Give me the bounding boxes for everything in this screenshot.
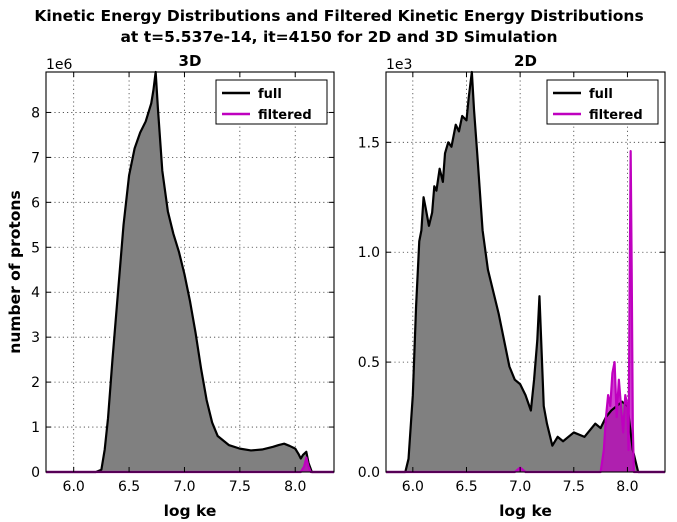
y-tick-label: 8 xyxy=(31,105,40,121)
panel-title: 2D xyxy=(514,52,537,70)
series-line-full xyxy=(46,70,334,474)
y-tick-label: 7 xyxy=(31,150,40,166)
x-tick-label: 7.5 xyxy=(229,479,251,495)
area-full xyxy=(46,72,334,472)
x-tick-label: 6.0 xyxy=(402,479,424,495)
y-tick-label: 5 xyxy=(31,240,40,256)
legend: full filtered xyxy=(546,79,659,125)
y-offset-label: 1e3 xyxy=(386,57,412,73)
legend-box xyxy=(546,79,659,125)
x-axis-label: log ke xyxy=(164,502,217,520)
y-tick-label: 1 xyxy=(31,420,40,436)
x-tick-label: 7.0 xyxy=(173,479,195,495)
legend: full filtered xyxy=(215,79,328,125)
plot-frame xyxy=(45,71,335,473)
y-offset-label: 1e6 xyxy=(46,57,73,73)
series-line-full xyxy=(386,70,665,474)
panel-title: 3D xyxy=(179,52,202,70)
y-tick-label: 1.0 xyxy=(358,245,380,261)
figure-title-line-2: at t=5.537e-14, it=4150 for 2D and 3D Si… xyxy=(120,28,557,46)
legend-label-filtered: filtered xyxy=(258,108,312,123)
y-axis-label: number of protons xyxy=(6,190,24,353)
legend-label-full: full xyxy=(258,87,282,102)
x-tick-label: 7.5 xyxy=(563,479,585,495)
y-tick-label: 3 xyxy=(31,330,40,346)
x-tick-label: 8.0 xyxy=(616,479,638,495)
legend-box xyxy=(215,79,328,125)
y-tick-label: 0 xyxy=(31,465,40,481)
figure-title-line-1: Kinetic Energy Distributions and Filtere… xyxy=(34,7,643,25)
area-filtered xyxy=(46,457,334,472)
x-tick-label: 7.0 xyxy=(509,479,531,495)
x-tick-label: 6.5 xyxy=(455,479,477,495)
x-tick-label: 6.0 xyxy=(63,479,85,495)
y-tick-label: 4 xyxy=(31,285,40,301)
x-tick-label: 8.0 xyxy=(284,479,306,495)
y-tick-label: 0.0 xyxy=(358,465,380,481)
y-tick-label: 2 xyxy=(31,375,40,391)
x-tick-label: 6.5 xyxy=(118,479,140,495)
y-tick-label: 1.5 xyxy=(358,135,380,151)
area-full xyxy=(386,72,665,472)
chart-panel-2d: 6.0 6.5 7.0 7.5 8.0 0.0 0.5 1.0 1.5 2D 1e3 log k… xyxy=(358,52,666,520)
x-axis-label: log ke xyxy=(499,502,552,520)
chart-panel-3d: 6.0 6.5 7.0 7.5 8.0 0 1 2 3 4 5 6 7 8 3D 1e6 log ke n… xyxy=(6,52,335,520)
y-tick-label: 0.5 xyxy=(358,355,380,371)
y-tick-label: 6 xyxy=(31,195,40,211)
plot-frame xyxy=(385,71,666,473)
legend-label-full: full xyxy=(589,87,613,102)
legend-label-filtered: filtered xyxy=(589,108,643,123)
